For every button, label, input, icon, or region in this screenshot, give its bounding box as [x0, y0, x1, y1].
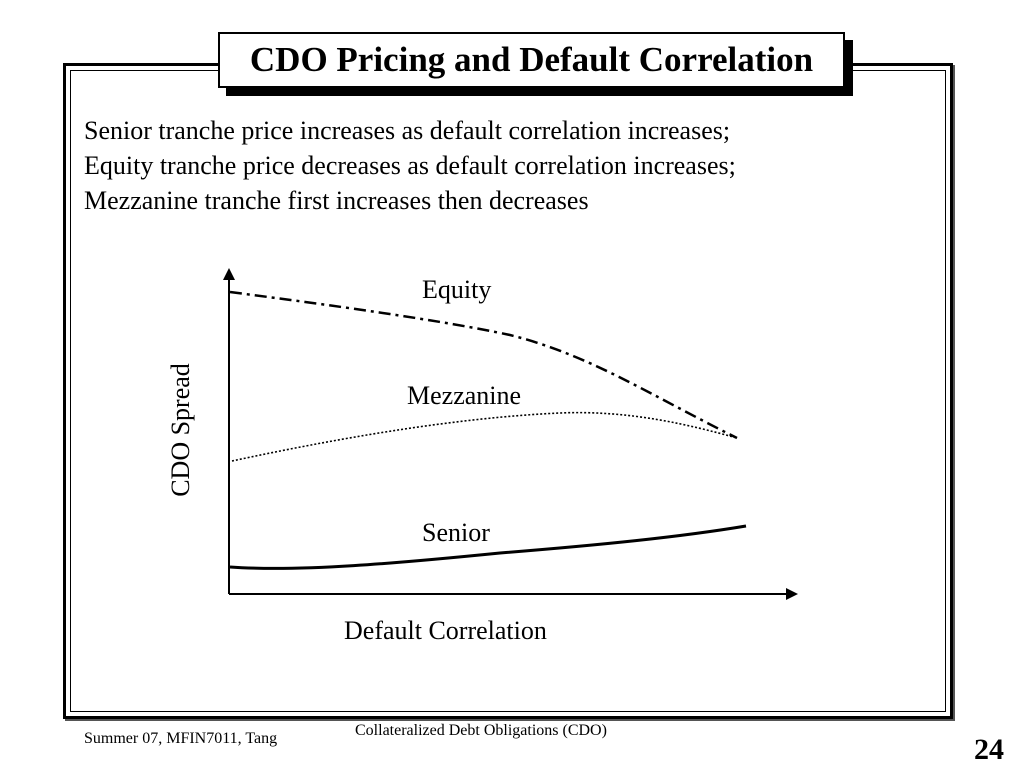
x-axis-label: Default Correlation	[344, 616, 547, 645]
slide-body: Senior tranche price increases as defaul…	[84, 113, 736, 218]
body-line: Equity tranche price decreases as defaul…	[84, 151, 736, 180]
body-line: Senior tranche price increases as defaul…	[84, 116, 731, 145]
senior-curve	[229, 524, 747, 570]
page-number: 24	[974, 733, 1004, 766]
equity-curve	[229, 290, 738, 440]
footer-course: Summer 07, MFIN7011, Tang	[84, 730, 278, 747]
slide-title: CDO Pricing and Default Correlation	[218, 32, 845, 88]
footer-topic: Collateralized Debt Obligations (CDO)	[355, 722, 607, 739]
body-line: Mezzanine tranche first increases then d…	[84, 186, 589, 215]
equity-label: Equity	[422, 275, 492, 304]
mezzanine-curve	[231, 411, 738, 462]
y-axis-label: CDO Spread	[166, 363, 195, 497]
senior-label: Senior	[422, 518, 490, 547]
mezzanine-label: Mezzanine	[407, 381, 522, 410]
